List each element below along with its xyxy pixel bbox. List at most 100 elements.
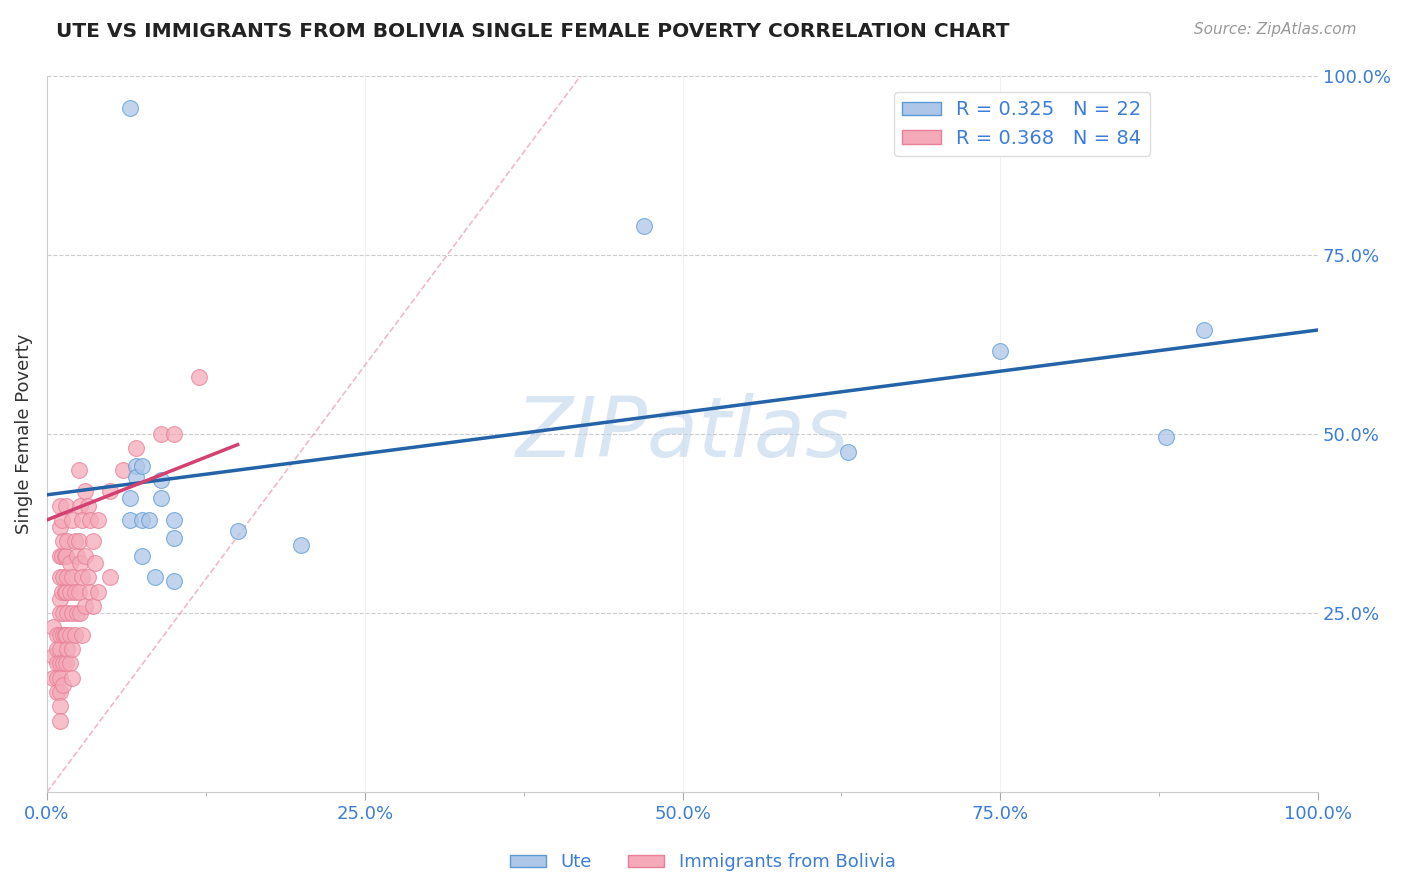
Point bbox=[63, 627, 86, 641]
Point bbox=[60, 642, 83, 657]
Point bbox=[131, 513, 153, 527]
Point bbox=[226, 524, 249, 538]
Point bbox=[150, 474, 173, 488]
Point bbox=[63, 584, 86, 599]
Point bbox=[60, 671, 83, 685]
Point bbox=[163, 513, 186, 527]
Point bbox=[46, 627, 69, 641]
Point bbox=[59, 627, 82, 641]
Point bbox=[48, 591, 70, 606]
Point bbox=[66, 549, 89, 563]
Point bbox=[131, 459, 153, 474]
Point bbox=[52, 570, 75, 584]
Point bbox=[118, 491, 141, 506]
Point bbox=[143, 570, 166, 584]
Point bbox=[56, 606, 79, 620]
Point bbox=[131, 549, 153, 563]
Point bbox=[52, 606, 75, 620]
Point bbox=[72, 513, 94, 527]
Point bbox=[46, 671, 69, 685]
Point bbox=[60, 606, 83, 620]
Point bbox=[163, 574, 186, 588]
Point bbox=[51, 513, 73, 527]
Point bbox=[100, 484, 122, 499]
Point bbox=[48, 627, 70, 641]
Point bbox=[48, 570, 70, 584]
Point bbox=[1154, 430, 1177, 444]
Point bbox=[290, 538, 312, 552]
Point bbox=[150, 491, 173, 506]
Point bbox=[72, 570, 94, 584]
Point bbox=[48, 606, 70, 620]
Point bbox=[1192, 323, 1215, 337]
Point bbox=[125, 459, 148, 474]
Point bbox=[51, 584, 73, 599]
Point bbox=[48, 714, 70, 728]
Point bbox=[73, 549, 96, 563]
Point bbox=[60, 570, 83, 584]
Point bbox=[188, 369, 211, 384]
Point bbox=[87, 513, 110, 527]
Point bbox=[48, 671, 70, 685]
Point bbox=[48, 499, 70, 513]
Point bbox=[48, 642, 70, 657]
Legend: R = 0.325   N = 22, R = 0.368   N = 84: R = 0.325 N = 22, R = 0.368 N = 84 bbox=[894, 93, 1150, 156]
Point bbox=[53, 627, 76, 641]
Point bbox=[79, 513, 101, 527]
Point bbox=[48, 549, 70, 563]
Point bbox=[42, 620, 65, 634]
Point bbox=[51, 549, 73, 563]
Point bbox=[163, 426, 186, 441]
Point bbox=[59, 584, 82, 599]
Point bbox=[67, 534, 90, 549]
Point bbox=[52, 678, 75, 692]
Point bbox=[52, 534, 75, 549]
Point bbox=[112, 463, 135, 477]
Point bbox=[150, 426, 173, 441]
Point bbox=[42, 649, 65, 664]
Point bbox=[56, 534, 79, 549]
Point bbox=[48, 685, 70, 699]
Point bbox=[76, 570, 98, 584]
Point bbox=[125, 442, 148, 456]
Point bbox=[82, 534, 104, 549]
Point bbox=[63, 534, 86, 549]
Point bbox=[53, 584, 76, 599]
Point bbox=[48, 657, 70, 671]
Point bbox=[72, 627, 94, 641]
Point bbox=[46, 685, 69, 699]
Point bbox=[138, 513, 160, 527]
Y-axis label: Single Female Poverty: Single Female Poverty bbox=[15, 334, 32, 534]
Point bbox=[100, 570, 122, 584]
Point bbox=[52, 657, 75, 671]
Point bbox=[42, 671, 65, 685]
Point bbox=[67, 584, 90, 599]
Point bbox=[59, 657, 82, 671]
Point bbox=[76, 499, 98, 513]
Point bbox=[55, 657, 77, 671]
Point bbox=[66, 606, 89, 620]
Point bbox=[87, 584, 110, 599]
Point bbox=[55, 549, 77, 563]
Legend: Ute, Immigrants from Bolivia: Ute, Immigrants from Bolivia bbox=[503, 847, 903, 879]
Point bbox=[69, 606, 91, 620]
Point bbox=[69, 499, 91, 513]
Point bbox=[84, 556, 107, 570]
Point bbox=[59, 556, 82, 570]
Point bbox=[46, 657, 69, 671]
Point bbox=[73, 484, 96, 499]
Point bbox=[67, 463, 90, 477]
Point bbox=[118, 101, 141, 115]
Point bbox=[53, 549, 76, 563]
Point bbox=[60, 513, 83, 527]
Point bbox=[52, 627, 75, 641]
Point bbox=[56, 642, 79, 657]
Text: ZIP⁣atlas: ZIP⁣atlas bbox=[516, 393, 849, 475]
Text: UTE VS IMMIGRANTS FROM BOLIVIA SINGLE FEMALE POVERTY CORRELATION CHART: UTE VS IMMIGRANTS FROM BOLIVIA SINGLE FE… bbox=[56, 22, 1010, 41]
Point bbox=[163, 531, 186, 545]
Point bbox=[82, 599, 104, 613]
Point bbox=[56, 570, 79, 584]
Point bbox=[48, 699, 70, 714]
Point bbox=[79, 584, 101, 599]
Point bbox=[988, 344, 1011, 359]
